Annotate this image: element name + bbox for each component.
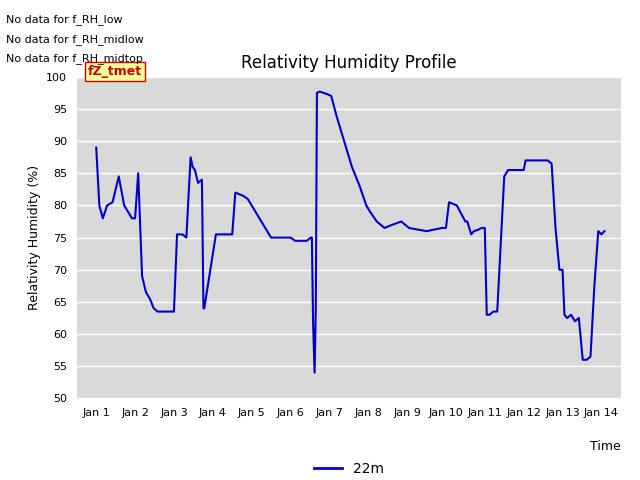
Text: fZ_tmet: fZ_tmet: [88, 65, 142, 78]
Text: No data for f_RH_midlow: No data for f_RH_midlow: [6, 34, 144, 45]
Text: No data for f_RH_midtop: No data for f_RH_midtop: [6, 53, 143, 64]
Y-axis label: Relativity Humidity (%): Relativity Humidity (%): [28, 165, 40, 310]
Text: No data for f_RH_low: No data for f_RH_low: [6, 14, 123, 25]
Legend: 22m: 22m: [308, 456, 389, 480]
Text: Time: Time: [590, 440, 621, 453]
Title: Relativity Humidity Profile: Relativity Humidity Profile: [241, 54, 456, 72]
